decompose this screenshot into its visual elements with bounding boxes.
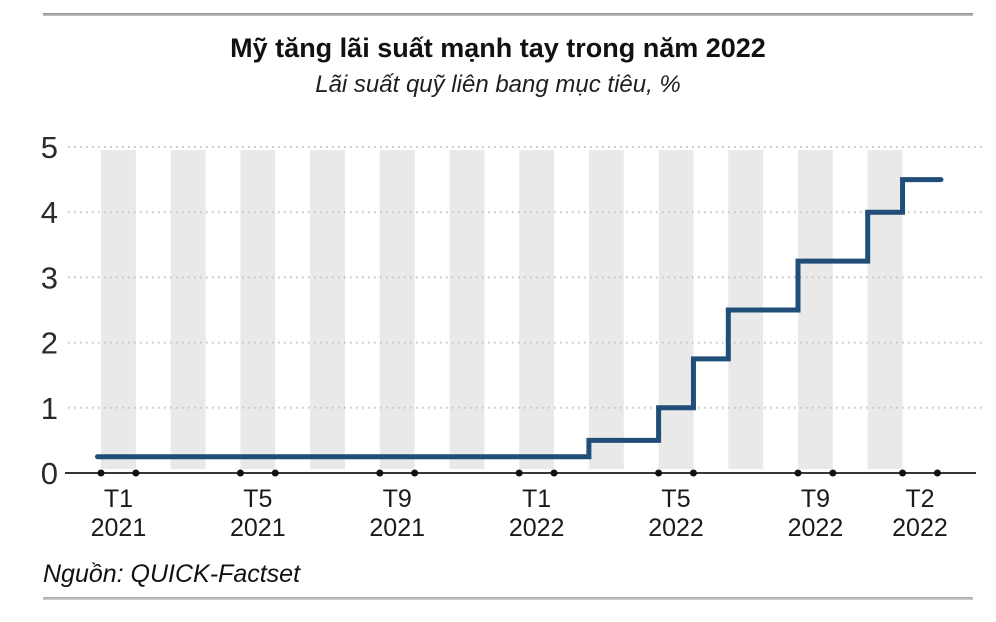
month-band: [101, 150, 136, 469]
chart-title: Mỹ tăng lãi suất mạnh tay trong năm 2022: [230, 33, 766, 63]
x-tick-dot: [933, 469, 941, 477]
month-band: [310, 150, 345, 469]
month-band: [519, 150, 555, 469]
x-tick-dot: [132, 469, 140, 477]
x-tick-label-year: 2021: [369, 514, 425, 542]
x-tick-dot: [97, 469, 105, 477]
plot-area: 012345T12021T52021T92021T12022T52022T920…: [41, 130, 985, 542]
x-tick-dot: [411, 469, 419, 477]
x-tick-label-year: 2022: [788, 514, 844, 542]
x-tick-label-year: 2021: [230, 514, 286, 542]
y-tick-label: 2: [41, 326, 58, 361]
x-tick-dot: [689, 469, 697, 477]
y-tick-label: 3: [41, 260, 58, 295]
x-tick-label-year: 2022: [892, 514, 948, 542]
x-tick-dot: [794, 469, 802, 477]
x-tick-dot: [550, 469, 558, 477]
x-tick-label-year: 2022: [509, 514, 565, 542]
month-band: [379, 150, 415, 469]
x-tick-dot: [271, 469, 279, 477]
month-band: [798, 150, 833, 469]
month-band: [867, 150, 903, 469]
month-band: [170, 150, 206, 469]
x-tick-label-month: T9: [801, 485, 830, 513]
source-note: Nguồn: QUICK-Factset: [43, 560, 301, 588]
month-band: [588, 150, 624, 469]
month-band: [449, 150, 485, 469]
x-tick-label-month: T5: [661, 485, 690, 513]
x-tick-label-month: T5: [243, 485, 272, 513]
x-tick-dot: [376, 469, 384, 477]
x-tick-label-month: T9: [383, 485, 412, 513]
x-tick-label-year: 2022: [648, 514, 704, 542]
x-tick-dot: [829, 469, 837, 477]
y-tick-label: 0: [41, 456, 58, 491]
y-tick-label: 5: [41, 130, 58, 165]
chart-subtitle: Lãi suất quỹ liên bang mục tiêu, %: [315, 71, 681, 98]
x-tick-dot: [899, 469, 907, 477]
top-divider: [43, 13, 973, 16]
bottom-divider: [43, 597, 973, 600]
x-tick-label-month: T1: [522, 485, 551, 513]
rate-step-line: [95, 177, 944, 460]
x-tick-label-month: T1: [104, 485, 133, 513]
month-band: [658, 150, 694, 469]
x-tick-label-month: T2: [905, 485, 934, 513]
x-tick-dot: [655, 469, 663, 477]
y-tick-label: 1: [41, 391, 58, 426]
month-band: [240, 150, 276, 469]
y-tick-label: 4: [41, 195, 58, 230]
x-tick-dot: [236, 469, 244, 477]
x-tick-label-year: 2021: [91, 514, 147, 542]
x-tick-dot: [515, 469, 523, 477]
